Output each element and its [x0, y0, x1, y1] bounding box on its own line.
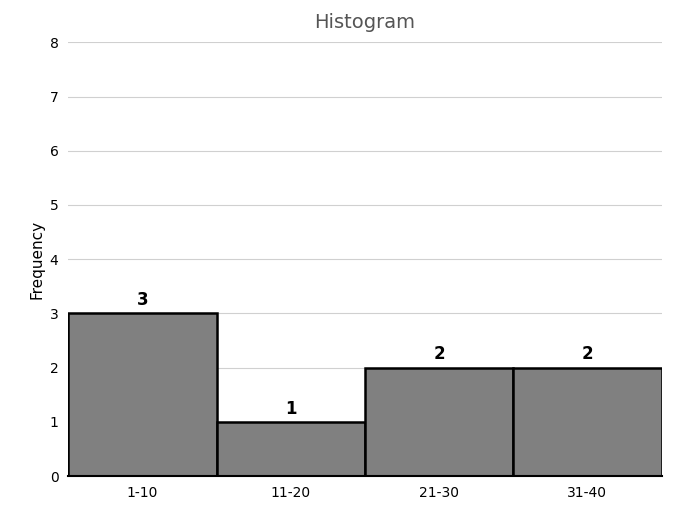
Text: 2: 2: [433, 345, 445, 363]
Bar: [513, 368, 662, 476]
Text: 2: 2: [582, 345, 593, 363]
Text: 1: 1: [285, 399, 297, 417]
Bar: [217, 422, 365, 476]
Title: Histogram: Histogram: [314, 13, 415, 32]
Y-axis label: Frequency: Frequency: [29, 220, 44, 299]
Bar: [68, 313, 217, 476]
Text: 3: 3: [136, 291, 148, 309]
Bar: [365, 368, 513, 476]
